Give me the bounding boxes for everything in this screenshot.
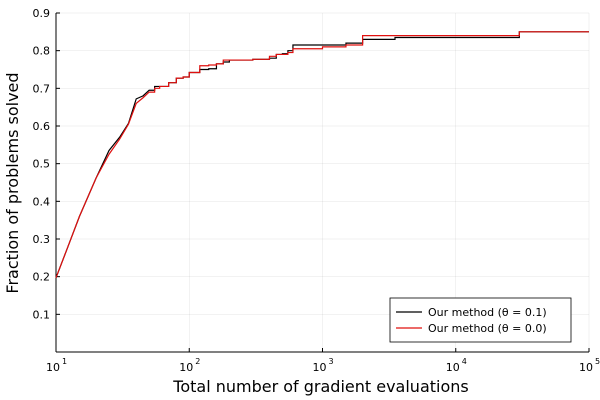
y-tick-label-0: 0.1 bbox=[33, 308, 51, 321]
legend-label-1: Our method (θ = 0.0) bbox=[428, 322, 547, 335]
x-tick-exponent-2: 3 bbox=[329, 357, 334, 366]
series-group bbox=[55, 31, 589, 279]
series-line-1 bbox=[55, 31, 589, 279]
y-tick-label-5: 0.6 bbox=[33, 120, 51, 133]
legend-box bbox=[389, 297, 572, 343]
x-tick-exponent-1: 2 bbox=[195, 357, 200, 366]
y-tick-label-1: 0.2 bbox=[33, 271, 51, 284]
y-tick-label-2: 0.3 bbox=[33, 233, 51, 246]
y-tick-label-6: 0.7 bbox=[33, 82, 51, 95]
y-tick-label-3: 0.4 bbox=[33, 195, 51, 208]
x-tick-exponent-0: 1 bbox=[62, 357, 67, 366]
x-tick-exponent-4: 5 bbox=[595, 357, 600, 366]
grid bbox=[55, 12, 590, 352]
legend-label-0: Our method (θ = 0.1) bbox=[428, 306, 547, 319]
x-tick-label-3: 10 bbox=[446, 361, 460, 374]
x-tick-label-2: 10 bbox=[313, 361, 327, 374]
x-tick-label-1: 10 bbox=[179, 361, 193, 374]
axes bbox=[55, 12, 590, 353]
y-tick-label-8: 0.9 bbox=[33, 7, 51, 20]
x-axis-label: Total number of gradient evaluations bbox=[172, 377, 468, 396]
x-tick-label-0: 10 bbox=[46, 361, 60, 374]
y-axis-label: Fraction of problems solved bbox=[3, 72, 22, 293]
x-tick-label-4: 10 bbox=[579, 361, 593, 374]
y-tick-label-4: 0.5 bbox=[33, 158, 51, 171]
x-tick-exponent-3: 4 bbox=[462, 357, 467, 366]
y-tick-label-7: 0.8 bbox=[33, 45, 51, 58]
tick-labels: 10 1 10 2 10 3 10 4 10 50.10.20.30.40.50.60.70.80… bbox=[33, 7, 600, 374]
legend: Our method (θ = 0.1) Our method (θ = 0.0) bbox=[389, 297, 572, 343]
